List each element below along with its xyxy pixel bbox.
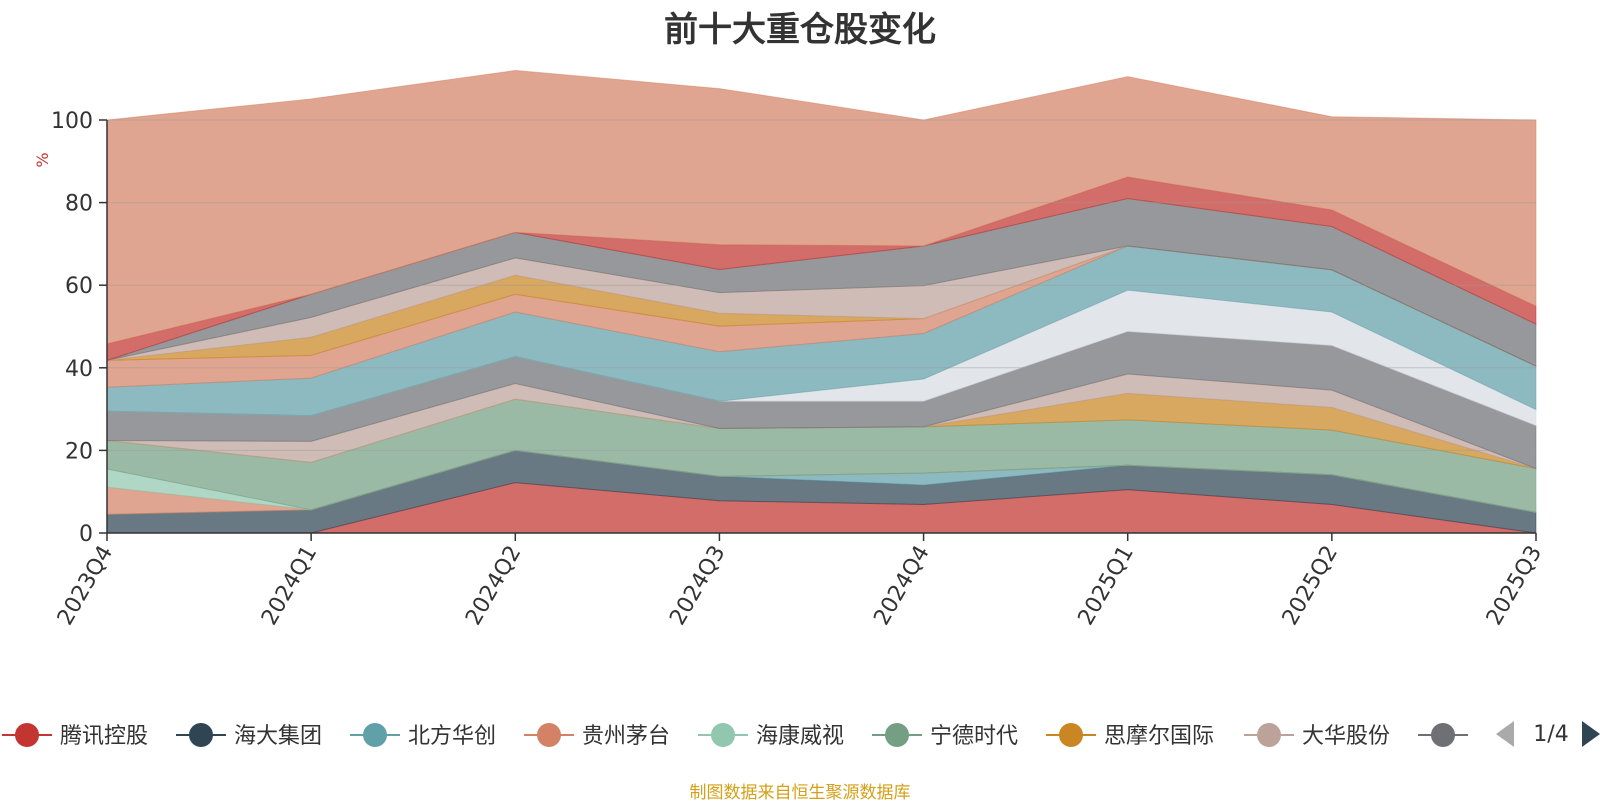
legend-label: 海大集团 [234, 724, 322, 749]
legend-item-3[interactable]: 贵州茅台 [524, 723, 670, 749]
legend-item-4[interactable]: 海康威视 [698, 723, 844, 749]
legend-marker [1257, 723, 1281, 747]
legend-next-page-icon[interactable] [1582, 721, 1600, 747]
legend-marker [1059, 723, 1083, 747]
x-tick-label: 2024Q2 [461, 542, 526, 630]
y-tick-label: 60 [65, 274, 93, 299]
source-note: 制图数据来自恒生聚源数据库 [689, 783, 911, 803]
legend-label: 大华股份 [1302, 724, 1390, 749]
x-tick-label: 2025Q1 [1074, 542, 1139, 630]
legend-prev-page-icon[interactable] [1496, 721, 1514, 747]
legend-marker [363, 723, 387, 747]
x-tick-label: 2024Q1 [257, 542, 322, 630]
legend-item-1[interactable]: 海大集团 [176, 723, 322, 749]
y-tick-label: 20 [65, 439, 93, 464]
legend-page-indicator: 1/4 [1533, 722, 1568, 747]
legend-item-5[interactable]: 宁德时代 [872, 723, 1018, 749]
legend-marker [1431, 723, 1455, 747]
x-tick-label: 2023Q4 [53, 542, 118, 630]
legend-marker [189, 723, 213, 747]
legend-item-6[interactable]: 思摩尔国际 [1046, 723, 1214, 749]
legend-item-8[interactable] [1418, 723, 1468, 747]
legend-item-2[interactable]: 北方华创 [350, 723, 496, 749]
legend-label: 北方华创 [408, 724, 496, 749]
y-tick-label: 40 [65, 357, 93, 382]
y-tick-label: 80 [65, 192, 93, 217]
legend-label: 海康威视 [756, 724, 844, 749]
y-tick-label: 0 [79, 522, 93, 547]
legend-item-0[interactable]: 腾讯控股 [2, 723, 148, 749]
grid-lines [107, 119, 1536, 451]
legend-label: 思摩尔国际 [1104, 724, 1214, 749]
area-series-16 [106, 69, 1537, 345]
x-tick-label: 2024Q3 [665, 542, 730, 630]
x-tick-label: 2024Q4 [869, 542, 934, 630]
legend-marker [15, 723, 39, 747]
legend-label: 宁德时代 [930, 724, 1018, 749]
y-tick-label: 100 [51, 109, 93, 134]
legend-marker [711, 723, 735, 747]
x-tick-label: 2025Q2 [1278, 542, 1343, 630]
legend-label: 腾讯控股 [60, 724, 148, 749]
legend-marker [885, 723, 909, 747]
legend-label: 贵州茅台 [582, 724, 670, 749]
chart-title: 前十大重仓股变化 [664, 10, 936, 50]
legend-marker [537, 723, 561, 747]
stacked-areas [106, 69, 1537, 534]
y-axis-label: % [33, 152, 52, 167]
legend: 腾讯控股 海大集团 北方华创 贵州茅台 海康威视 宁德时代 思摩尔国际 大华股份 1/4 [2, 721, 1600, 749]
x-tick-label: 2025Q3 [1482, 542, 1547, 630]
legend-item-7[interactable]: 大华股份 [1244, 723, 1390, 749]
